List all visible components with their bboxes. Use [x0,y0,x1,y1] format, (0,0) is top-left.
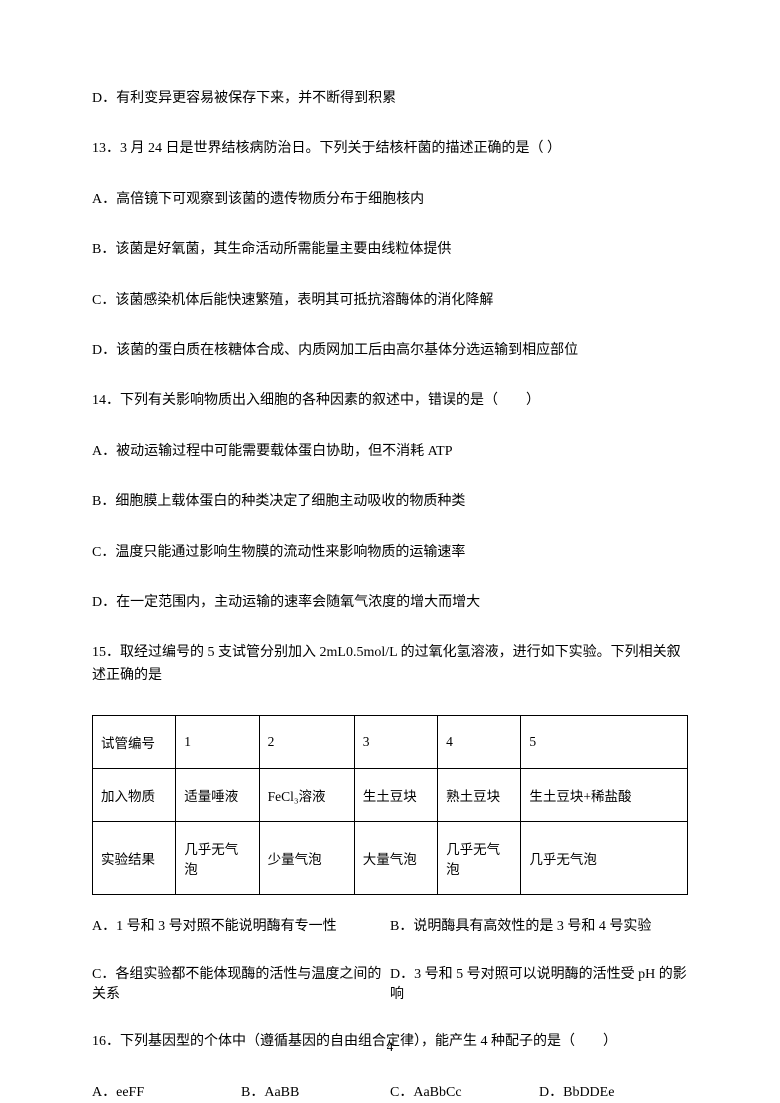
q13-option-a: A．高倍镜下可观察到该菌的遗传物质分布于细胞核内 [92,189,688,211]
cell: 3 [354,716,437,769]
cell: 加入物质 [93,769,176,822]
table-row: 加入物质 适量唾液 FeCl₃溶液 生土豆块 熟土豆块 生土豆块+稀盐酸 [93,769,688,822]
q13-option-c: C．该菌感染机体后能快速繁殖，表明其可抵抗溶酶体的消化降解 [92,290,688,312]
cell: 生土豆块 [354,769,437,822]
cell: 几乎无气泡 [521,822,688,895]
cell: 大量气泡 [354,822,437,895]
q14-stem: 14．下列有关影响物质出入细胞的各种因素的叙述中，错误的是（ ） [92,390,688,412]
q16-option-b: B．AaBB [241,1081,390,1101]
cell: 熟土豆块 [438,769,521,822]
page-number: 4 [0,1039,780,1055]
cell: 2 [259,716,354,769]
q15-option-c: C．各组实验都不能体现酶的活性与温度之间的关系 [92,963,390,1003]
q14-option-d: D．在一定范围内，主动运输的速率会随氧气浓度的增大而增大 [92,592,688,614]
cell: 1 [176,716,259,769]
cell: 生土豆块+稀盐酸 [521,769,688,822]
q16-option-a: A．eeFF [92,1081,241,1101]
q16-option-d: D．BbDDEe [539,1081,688,1101]
cell: 几乎无气泡 [438,822,521,895]
q15-option-a: A．1 号和 3 号对照不能说明酶有专一性 [92,915,390,935]
cell: 少量气泡 [259,822,354,895]
cell: 适量唾液 [176,769,259,822]
cell: 试管编号 [93,716,176,769]
q15-option-d: D．3 号和 5 号对照可以说明酶的活性受 pH 的影响 [390,963,688,1003]
q14-option-c: C．温度只能通过影响生物膜的流动性来影响物质的运输速率 [92,542,688,564]
q15-table: 试管编号 1 2 3 4 5 加入物质 适量唾液 FeCl₃溶液 生土豆块 熟土… [92,715,688,895]
q16-option-c: C．AaBbCc [390,1081,539,1101]
table-row: 实验结果 几乎无气泡 少量气泡 大量气泡 几乎无气泡 几乎无气泡 [93,822,688,895]
q13-option-d: D．该菌的蛋白质在核糖体合成、内质网加工后由高尔基体分选运输到相应部位 [92,340,688,362]
q15-option-b: B．说明酶具有高效性的是 3 号和 4 号实验 [390,915,688,935]
table-row: 试管编号 1 2 3 4 5 [93,716,688,769]
q14-option-b: B．细胞膜上载体蛋白的种类决定了细胞主动吸收的物质种类 [92,491,688,513]
cell: FeCl₃溶液 [259,769,354,822]
q13-stem: 13．3 月 24 日是世界结核病防治日。下列关于结核杆菌的描述正确的是（ ） [92,138,688,160]
cell: 几乎无气泡 [176,822,259,895]
q14-option-a: A．被动运输过程中可能需要载体蛋白协助，但不消耗 ATP [92,441,688,463]
q13-option-b: B．该菌是好氧菌，其生命活动所需能量主要由线粒体提供 [92,239,688,261]
q12-option-d: D．有利变异更容易被保存下来，并不断得到积累 [92,88,688,110]
cell: 4 [438,716,521,769]
cell: 实验结果 [93,822,176,895]
cell: 5 [521,716,688,769]
q15-stem: 15．取经过编号的 5 支试管分别加入 2mL0.5mol/L 的过氧化氢溶液，… [92,642,688,687]
